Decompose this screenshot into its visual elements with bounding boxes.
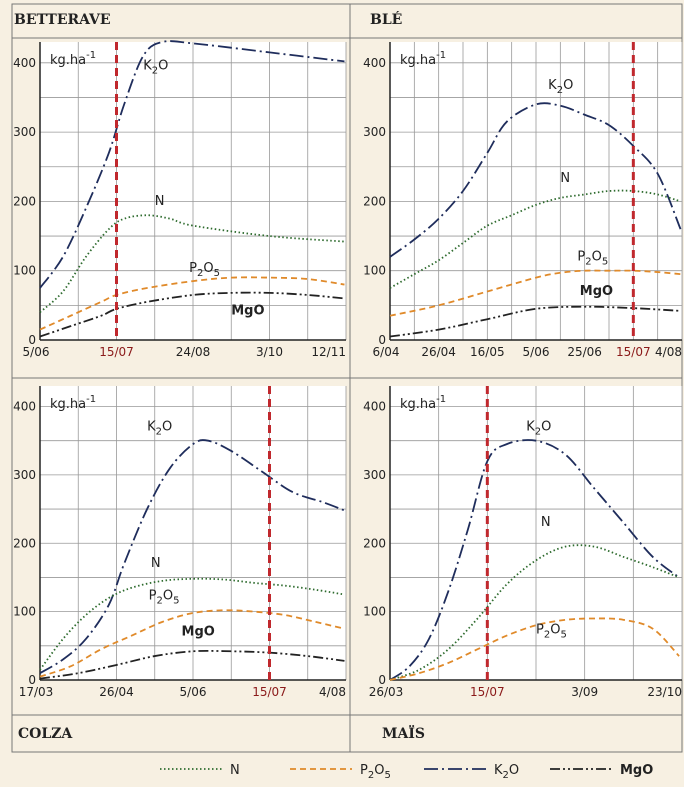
x-tick-label: 16/05 xyxy=(470,345,505,359)
series-line-K2O xyxy=(389,439,680,681)
series-label-MgO: MgO xyxy=(231,303,264,318)
x-tick-label: 15/07 xyxy=(616,345,651,359)
series-label-P2O5: P2O5 xyxy=(149,588,180,606)
x-tick-label: 12/11 xyxy=(311,345,346,359)
x-tick-label: 26/04 xyxy=(99,685,134,699)
y-tick-label: 400 xyxy=(363,400,386,414)
series-label-K2O: K2O xyxy=(147,419,172,437)
panel-2: 0 100 200 300 400 17/03 26/04 5/06 15/07 4/08 kg.h… xyxy=(13,386,347,699)
series-line-K2O xyxy=(39,439,345,674)
series-line-MgO xyxy=(39,291,345,338)
y-tick-label: 100 xyxy=(363,264,386,278)
legend-label: K2O xyxy=(494,763,519,781)
x-tick-label: 24/08 xyxy=(176,345,211,359)
x-tick-label: 23/10 xyxy=(647,685,682,699)
y-tick-label: 400 xyxy=(13,56,36,70)
panel-0: 0 100 200 300 400 5/06 15/07 24/08 3/10 12/11 kg.h… xyxy=(13,40,347,359)
series-line-N xyxy=(389,189,681,289)
x-tick-label: 15/07 xyxy=(470,685,505,699)
series-label-N: N xyxy=(155,194,165,209)
series-line-N xyxy=(39,214,345,313)
header-colza: COLZA xyxy=(18,726,73,742)
y-tick-label: 100 xyxy=(363,605,386,619)
y-tick-label: 200 xyxy=(363,536,386,550)
x-tick-label: 25/06 xyxy=(567,345,602,359)
x-tick-label: 26/04 xyxy=(421,345,456,359)
unit-label: kg.ha-1 xyxy=(50,394,96,412)
x-tick-label: 4/08 xyxy=(655,345,682,359)
legend-item-P2O5: P2O5 xyxy=(290,763,391,781)
y-tick-label: 200 xyxy=(13,536,36,550)
unit-label: kg.ha-1 xyxy=(400,50,446,68)
x-tick-label: 15/07 xyxy=(99,345,134,359)
x-tick-label: 15/07 xyxy=(252,685,287,699)
legend-label: N xyxy=(230,763,240,778)
legend-item-MgO: MgO xyxy=(550,763,653,778)
x-tick-label: 5/06 xyxy=(180,685,207,699)
y-tick-label: 0 xyxy=(378,673,386,687)
y-tick-label: 300 xyxy=(13,468,36,482)
panel-1: 0 100 200 300 400 6/04 26/04 16/05 5/06 25/06 15/0… xyxy=(363,42,683,359)
series-label-MgO: MgO xyxy=(580,284,613,299)
series-line-MgO xyxy=(389,305,681,338)
series-line-P2O5 xyxy=(39,276,345,331)
y-tick-label: 100 xyxy=(13,605,36,619)
y-tick-label: 200 xyxy=(363,194,386,208)
y-tick-label: 300 xyxy=(363,125,386,139)
series-label-P2O5: P2O5 xyxy=(577,249,608,267)
unit-label: kg.ha-1 xyxy=(50,50,96,68)
x-tick-label: 4/08 xyxy=(319,685,346,699)
series-line-P2O5 xyxy=(389,269,681,317)
x-tick-label: 5/06 xyxy=(23,345,50,359)
series-line-K2O xyxy=(389,102,682,258)
y-tick-label: 200 xyxy=(13,194,36,208)
series-label-K2O: K2O xyxy=(548,78,573,96)
series-label-MgO: MgO xyxy=(182,625,215,640)
series-line-MgO xyxy=(39,649,345,680)
unit-label: kg.ha-1 xyxy=(400,394,446,412)
series-label-P2O5: P2O5 xyxy=(536,623,567,641)
x-tick-label: 17/03 xyxy=(19,685,54,699)
legend-item-N: N xyxy=(160,763,240,778)
x-tick-label: 5/06 xyxy=(523,345,550,359)
panel-3: 0 100 200 300 400 26/03 15/07 3/09 23/10 kg.ha-1 K… xyxy=(363,386,683,699)
y-tick-label: 400 xyxy=(13,400,36,414)
series-label-N: N xyxy=(541,515,551,530)
x-tick-label: 26/03 xyxy=(369,685,404,699)
series-line-P2O5 xyxy=(389,617,680,681)
y-tick-label: 300 xyxy=(13,125,36,139)
legend-item-K2O: K2O xyxy=(424,763,519,781)
y-tick-label: 0 xyxy=(28,673,36,687)
header-mais: MAÏS xyxy=(382,726,426,742)
series-label-K2O: K2O xyxy=(143,59,168,77)
series-label-N: N xyxy=(560,171,570,186)
y-tick-label: 300 xyxy=(363,468,386,482)
x-tick-label: 6/04 xyxy=(373,345,400,359)
y-tick-label: 400 xyxy=(363,56,386,70)
header-ble: BLÉ xyxy=(370,12,403,28)
y-tick-label: 100 xyxy=(13,264,36,278)
series-line-N xyxy=(39,577,345,671)
y-tick-label: 0 xyxy=(28,333,36,347)
series-label-K2O: K2O xyxy=(526,419,551,437)
series-line-K2O xyxy=(39,40,345,289)
x-tick-label: 3/10 xyxy=(256,345,283,359)
series-label-N: N xyxy=(151,556,161,571)
header-betterave: BETTERAVE xyxy=(14,12,111,28)
series-label-P2O5: P2O5 xyxy=(189,261,220,279)
legend-label: MgO xyxy=(620,763,653,778)
y-tick-label: 0 xyxy=(378,333,386,347)
x-tick-label: 3/09 xyxy=(571,685,598,699)
legend-label: P2O5 xyxy=(360,763,391,781)
